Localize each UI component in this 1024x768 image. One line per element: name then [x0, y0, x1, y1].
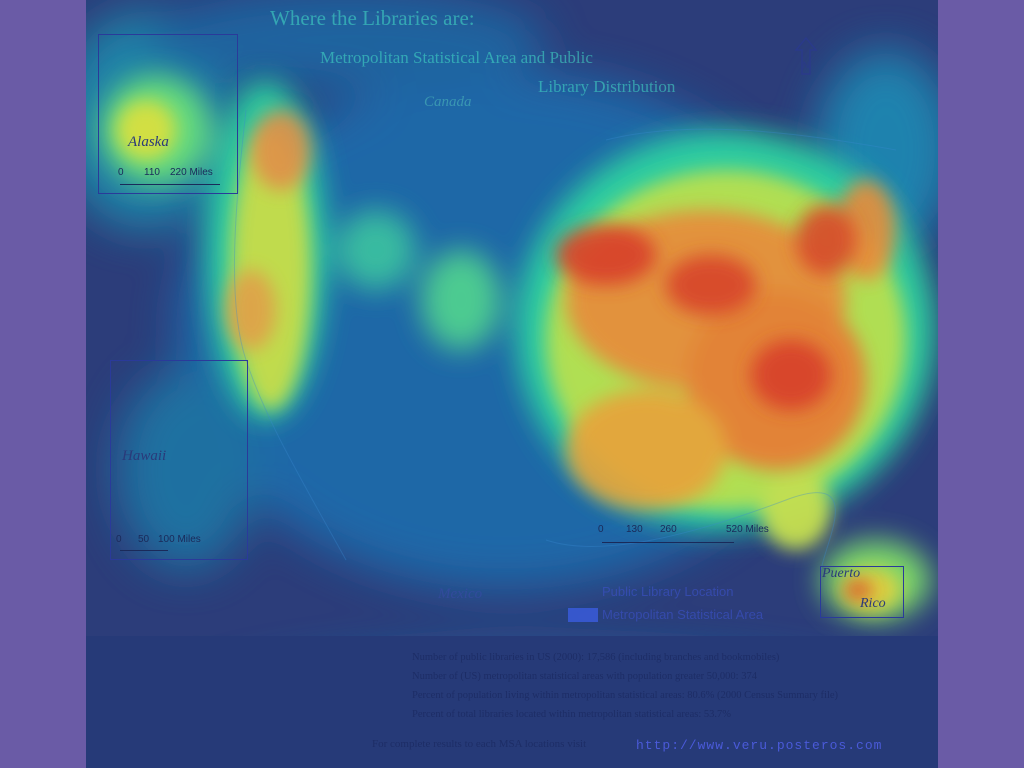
- legend-msa-swatch: [568, 608, 598, 622]
- alaska-inset: [98, 34, 238, 194]
- puerto-rico-inset: [820, 566, 904, 618]
- mainland-scale-tick-1: 130: [626, 524, 643, 535]
- alaska-scale-bar: [120, 184, 220, 185]
- map-title-line1: Where the Libraries are:: [270, 6, 475, 30]
- north-arrow-icon: N: [794, 36, 818, 75]
- heatmap-overlay: [86, 0, 938, 768]
- stat-line-4: Percent of total libraries located withi…: [412, 709, 731, 720]
- north-letter: N: [803, 60, 810, 70]
- stat-line-2: Number of (US) metropolitan statistical …: [412, 671, 757, 682]
- puerto-rico-label-line1: Puerto: [822, 566, 861, 581]
- alaska-label: Alaska: [128, 134, 169, 150]
- alaska-scale-tick-1: 110: [144, 167, 160, 178]
- hawaii-scale-tick-1: 50: [138, 534, 150, 545]
- map-title-line3: Library Distribution: [538, 77, 676, 96]
- footer-url-link[interactable]: http://www.veru.posteros.com: [636, 738, 883, 753]
- hawaii-label: Hawaii: [122, 448, 167, 464]
- hawaii-scale-bar: [120, 550, 168, 551]
- mainland-scale-tick-0: 0: [598, 524, 604, 535]
- footer-text: For complete results to each MSA locatio…: [372, 738, 587, 750]
- legend-msa: Metropolitan Statistical Area: [602, 607, 764, 622]
- mainland-scale-tick-3: 520 Miles: [726, 524, 769, 535]
- mexico-label: Mexico: [438, 586, 483, 602]
- map-title-line2: Metropolitan Statistical Area and Public: [320, 48, 593, 67]
- hawaii-inset: [110, 360, 248, 560]
- canada-label: Canada: [424, 94, 472, 110]
- hawaii-scale-tick-0: 0: [116, 534, 122, 545]
- statistics-panel: [86, 636, 938, 768]
- mainland-scale-tick-2: 260: [660, 524, 677, 535]
- puerto-rico-label-line2: Rico: [860, 596, 886, 611]
- library-map: Where the Libraries are: Metropolitan St…: [86, 0, 938, 768]
- hawaii-scale-tick-2: 100 Miles: [158, 534, 201, 545]
- alaska-scale-tick-0: 0: [118, 167, 124, 178]
- stat-line-3: Percent of population living within metr…: [412, 690, 839, 701]
- alaska-scale-tick-2: 220 Miles: [170, 167, 213, 178]
- legend-library-location: Public Library Location: [602, 584, 734, 599]
- mainland-scale-bar: [602, 542, 734, 543]
- stat-line-1: Number of public libraries in US (2000):…: [412, 652, 780, 663]
